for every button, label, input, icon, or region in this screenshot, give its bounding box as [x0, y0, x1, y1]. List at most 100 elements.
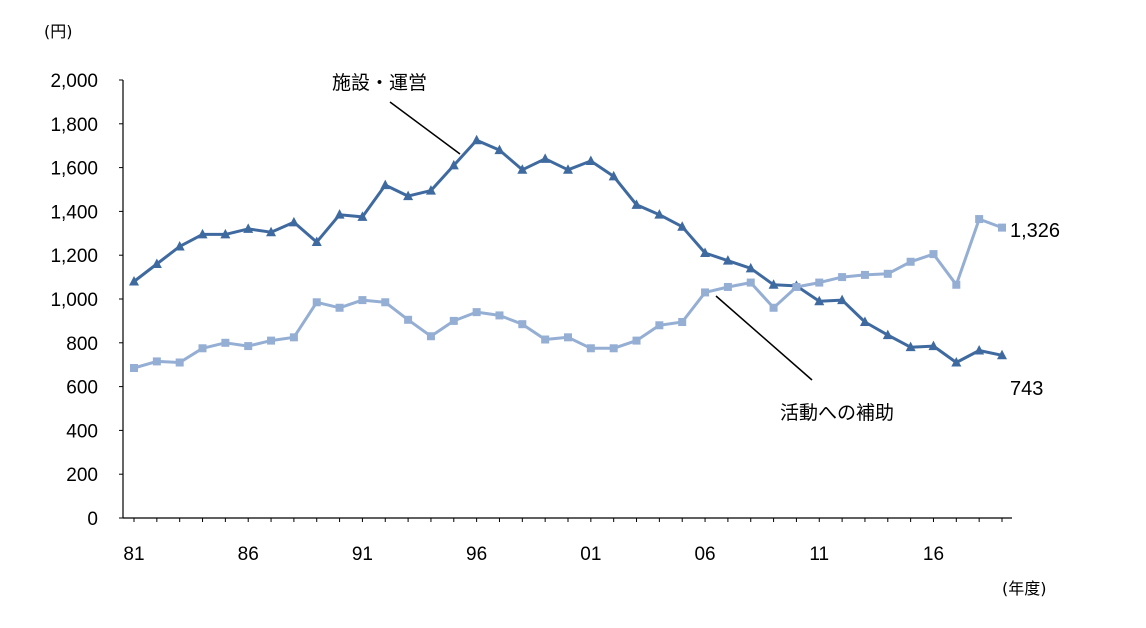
data-point [425, 185, 436, 195]
data-point [883, 269, 892, 278]
data-point [905, 341, 916, 352]
x-tick-label: 91 [352, 544, 373, 565]
data-point [358, 296, 367, 305]
data-point [130, 363, 138, 372]
data-point [997, 349, 1007, 360]
tick-labels: 0 200 400 600 800 1,000 1,200 1,400 1,600 1,800 2,… [50, 71, 944, 565]
y-axis-unit-label: (円) [44, 22, 73, 41]
data-point [357, 211, 368, 221]
data-point [929, 250, 938, 259]
series-1-callout-line [389, 101, 461, 155]
data-point [267, 336, 276, 345]
data-point [952, 280, 961, 289]
x-tick-label: 16 [923, 544, 944, 565]
y-tick-label: 0 [87, 509, 98, 530]
data-point [449, 316, 458, 325]
data-point [198, 344, 207, 353]
data-point [288, 216, 299, 227]
data-point [151, 258, 162, 268]
x-axis-unit-label: (年度) [1002, 579, 1047, 598]
data-point [174, 240, 185, 251]
y-tick-label: 400 [66, 421, 98, 442]
data-point [655, 321, 664, 330]
series [129, 134, 1007, 372]
data-point [426, 332, 435, 341]
data-point [380, 179, 391, 190]
x-tick-label: 96 [466, 544, 487, 565]
series-2-end-value-label: 1,326 [1010, 220, 1060, 242]
data-point [541, 335, 550, 344]
data-point [335, 303, 344, 312]
data-point [244, 342, 253, 351]
data-point [838, 273, 847, 282]
y-tick-label: 600 [66, 378, 98, 399]
data-point [678, 317, 687, 326]
y-tick-label: 1,400 [50, 202, 98, 223]
series-line-2 [133, 217, 1003, 370]
data-point [221, 338, 230, 347]
data-point [197, 228, 208, 239]
data-point [404, 315, 413, 324]
data-point [745, 262, 756, 273]
y-tick-label: 1,000 [50, 290, 98, 311]
data-point [289, 333, 298, 342]
data-point [243, 223, 254, 233]
data-point [701, 288, 710, 297]
data-point [540, 153, 551, 163]
data-point [517, 164, 528, 174]
data-point [814, 295, 825, 306]
data-point [974, 344, 985, 355]
data-point [792, 282, 801, 291]
data-point [518, 320, 527, 329]
data-point [563, 164, 573, 174]
data-point [175, 358, 184, 367]
x-tick-label: 86 [238, 544, 259, 565]
y-tick-label: 800 [66, 334, 98, 355]
callouts [389, 101, 813, 381]
data-point [266, 226, 277, 237]
data-point [677, 221, 688, 231]
x-tick-label: 81 [123, 544, 144, 565]
data-point [928, 340, 939, 351]
data-point [837, 294, 848, 305]
data-point [723, 282, 732, 291]
y-tick-label: 1,200 [50, 246, 98, 267]
data-point [608, 170, 619, 181]
x-tick-label: 01 [580, 544, 601, 565]
y-tick-label: 1,600 [50, 159, 98, 180]
x-tick-label: 06 [694, 544, 715, 565]
data-point [311, 236, 322, 247]
series-1-name-label: 施設・運営 [332, 72, 427, 94]
series-2-callout-line [715, 295, 813, 381]
data-point [564, 333, 572, 342]
data-point [403, 190, 414, 201]
axes [119, 79, 1012, 522]
data-point [585, 155, 596, 166]
data-point [769, 303, 778, 312]
data-point [609, 344, 618, 353]
y-tick-label: 1,800 [50, 115, 98, 136]
data-point [129, 275, 139, 286]
data-point [768, 279, 779, 289]
data-point [334, 209, 345, 219]
x-tick-label: 11 [809, 544, 829, 565]
data-point [700, 247, 711, 258]
data-point [494, 144, 505, 155]
data-point [472, 308, 481, 317]
y-tick-label: 200 [66, 465, 98, 486]
data-point [632, 336, 641, 345]
data-point [220, 228, 231, 239]
y-tick-label: 2,000 [50, 71, 98, 92]
data-point [654, 209, 665, 219]
data-point [722, 255, 733, 265]
data-point [882, 329, 893, 340]
data-point [312, 298, 321, 307]
data-point [448, 159, 459, 170]
data-point [746, 278, 755, 287]
data-point [471, 134, 482, 145]
data-point [951, 357, 962, 367]
data-point [859, 316, 870, 326]
